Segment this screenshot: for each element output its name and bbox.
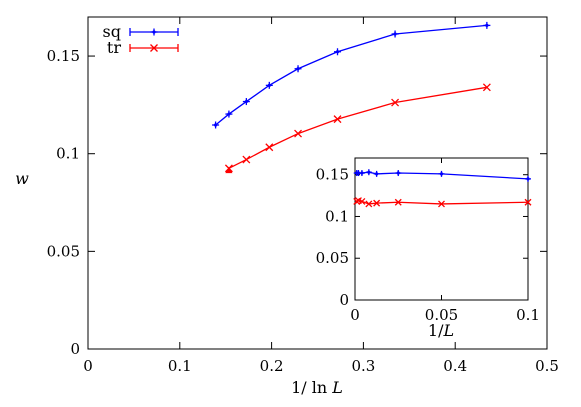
main-point-sq	[212, 121, 220, 129]
inset-x-axis-label: 1/L	[428, 321, 454, 340]
legend-marker-sq	[150, 28, 158, 36]
inset-point-sq	[365, 169, 372, 176]
main-y-tick-label: 0.15	[47, 47, 80, 65]
main-x-tick-label: 0.5	[535, 357, 559, 375]
inset-plot-area: 0 0.05 0.1 0 0.05 0.1 0.15	[316, 158, 540, 324]
inset-x-tick-label: 0	[350, 306, 360, 324]
main-point-tr	[482, 83, 491, 92]
inset-point-tr	[394, 198, 402, 206]
main-x-axis-label: 1/ ln L	[291, 378, 343, 397]
main-plot-area: 0 0.1 0.2 0.3 0.4 0.5 0 0.05 0.1 0.15	[47, 17, 559, 375]
main-point-tr-extra	[225, 166, 233, 174]
main-y-tick-label: 0.1	[56, 145, 80, 163]
inset-y-tick-label: 0.05	[316, 249, 349, 267]
main-series-line-tr	[228, 86, 487, 169]
legend-sample-sq	[129, 28, 179, 36]
inset-point-tr	[358, 197, 366, 205]
inset-point-sq	[525, 175, 531, 182]
legend-marker-tr	[150, 44, 158, 52]
main-point-tr	[265, 143, 274, 152]
inset-x-tick-label: 0.05	[425, 306, 458, 324]
inset-point-tr	[365, 200, 373, 208]
main-point-sq	[334, 48, 342, 56]
main-point-tr	[391, 98, 400, 107]
main-point-sq	[294, 65, 302, 73]
legend: sq tr	[103, 22, 179, 57]
inset-y-tick-label: 0.15	[316, 166, 349, 184]
main-y-tick-label: 0.05	[47, 242, 80, 260]
main-x-tick-label: 0	[83, 357, 93, 375]
inset-point-tr	[373, 199, 381, 207]
main-series-line-sq	[215, 24, 487, 126]
main-point-sq	[225, 110, 233, 118]
main-x-tick-label: 0.3	[351, 357, 375, 375]
legend-sample-tr	[129, 44, 179, 52]
main-point-sq	[242, 98, 250, 106]
main-x-tick-label: 0.4	[443, 357, 467, 375]
inset-plot-background	[355, 158, 528, 300]
inset-y-tick-label: 0	[339, 291, 349, 309]
main-point-sq	[483, 21, 491, 29]
inset-point-tr	[438, 200, 445, 208]
legend-label-sq: sq	[103, 22, 121, 41]
inset-point-tr	[524, 198, 532, 206]
main-plot-frame	[87, 16, 548, 350]
inset-x-tick-label: 0.1	[516, 306, 540, 324]
main-y-axis-label: w	[15, 169, 29, 188]
main-point-tr	[294, 129, 302, 138]
main-y-tick-label: 0	[70, 340, 80, 358]
inset-point-sq	[358, 170, 365, 177]
main-point-sq	[265, 81, 273, 89]
main-point-sq	[391, 30, 399, 38]
main-x-tick-label: 0.1	[168, 357, 192, 375]
inset-point-sq	[395, 170, 402, 177]
main-point-tr	[242, 155, 251, 164]
inset-point-sq	[373, 170, 380, 177]
main-point-tr	[333, 115, 342, 124]
inset-point-sq	[438, 170, 445, 177]
inset-y-tick-label: 0.1	[325, 207, 349, 225]
legend-label-tr: tr	[107, 38, 121, 57]
main-x-tick-label: 0.2	[260, 357, 284, 375]
